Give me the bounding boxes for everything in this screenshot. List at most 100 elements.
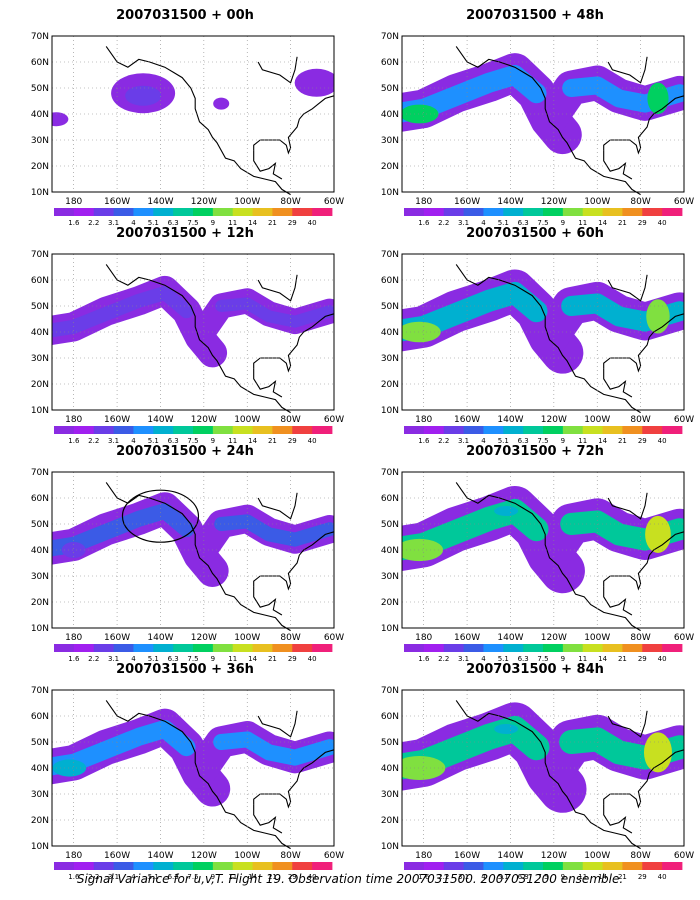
colorbar-label: 1.6 (68, 219, 80, 227)
lat-tick-label: 50N (381, 520, 399, 530)
colorbar-swatch (54, 862, 75, 870)
colorbar-swatch (404, 862, 425, 870)
colorbar-swatch (642, 426, 663, 434)
lat-tick-label: 30N (31, 572, 49, 582)
colorbar-label: 14 (248, 873, 257, 881)
lat-tick-label: 40N (381, 110, 399, 120)
lat-tick-label: 20N (31, 162, 49, 172)
variance-blob (402, 756, 446, 780)
lat-tick-label: 30N (31, 790, 49, 800)
lat-tick-label: 70N (31, 468, 49, 478)
coastline (105, 700, 291, 850)
lon-tick-label: 160W (104, 851, 130, 861)
lon-tick-label: 100W (584, 633, 610, 643)
colorbar-label: 21 (618, 655, 627, 663)
colorbar-swatch (252, 208, 273, 216)
colorbar-swatch (113, 862, 134, 870)
lon-tick-label: 180 (415, 415, 432, 425)
lon-tick-label: 100W (584, 197, 610, 207)
colorbar-swatch (463, 862, 484, 870)
colorbar-label: 29 (638, 219, 647, 227)
coastline (105, 46, 291, 196)
colorbar-swatch (212, 208, 234, 216)
colorbar-label: 11 (228, 437, 237, 445)
colorbar-label: 40 (308, 437, 317, 445)
lat-tick-label: 10N (31, 406, 49, 416)
lat-tick-label: 50N (31, 84, 49, 94)
colorbar-swatch (543, 644, 564, 652)
plot-frame (401, 689, 685, 847)
panel-title: 2007031500 + 48h (466, 8, 604, 23)
lon-tick-label: 140W (147, 851, 173, 861)
colorbar-label: 6.3 (518, 655, 529, 663)
colorbar-swatch (582, 208, 603, 216)
lat-tick-label: 10N (381, 842, 399, 852)
colorbar-label: 40 (308, 655, 317, 663)
variance-map: 70N 60N 50N 40N 30N 20N 10N 180 160W 140W 120W 100W… (381, 250, 694, 445)
colorbar-swatch (543, 862, 564, 870)
variance-blob (402, 104, 439, 124)
lon-tick-label: 80W (280, 415, 300, 425)
colorbar-swatch (93, 208, 114, 216)
lon-tick-label: 120W (541, 197, 567, 207)
coastline (455, 46, 641, 196)
colorbar-label: 4 (131, 437, 136, 445)
variance-blob (647, 82, 669, 115)
colorbar-swatch (463, 426, 484, 434)
lat-tick-label: 20N (31, 598, 49, 608)
variance-map: 70N 60N 50N 40N 30N 20N 10N 180 160W 140W 120W 100W… (31, 32, 344, 227)
coastline (257, 710, 298, 738)
colorbar-swatch (523, 644, 544, 652)
lat-tick-label: 70N (31, 32, 49, 42)
lat-tick-label: 60N (31, 712, 49, 722)
lon-tick-label: 120W (541, 633, 567, 643)
lon-tick-label: 60W (324, 633, 344, 643)
map-panel: 2007031500 + 48h 70N 60N 50N 40N 30N 20N 10N 180… (370, 8, 700, 227)
colorbar-label: 9 (211, 437, 215, 445)
colorbar-label: 4 (481, 655, 486, 663)
colorbar-swatch (252, 644, 273, 652)
colorbar-label: 7.5 (537, 873, 548, 881)
coastline (603, 368, 633, 398)
colorbar-swatch (232, 644, 253, 652)
colorbar-label: 1.6 (418, 873, 430, 881)
lon-tick-label: 100W (234, 633, 260, 643)
lon-tick-label: 160W (104, 415, 130, 425)
colorbar-label: 2.2 (438, 219, 449, 227)
colorbar-label: 9 (211, 219, 215, 227)
lon-tick-label: 120W (541, 851, 567, 861)
colorbar-label: 21 (618, 437, 627, 445)
colorbar-label: 40 (308, 219, 317, 227)
lon-tick-label: 140W (497, 197, 523, 207)
map-panel: 2007031500 + 36h 70N 60N 50N 40N 30N 20N 10N 180… (20, 662, 350, 881)
colorbar-label: 6.3 (518, 437, 529, 445)
colorbar-label: 9 (211, 655, 215, 663)
variance-map: 70N 60N 50N 40N 30N 20N 10N 180 160W 140W 120W 100W… (381, 32, 694, 227)
map-panel: 2007031500 + 60h 70N 60N 50N 40N 30N 20N 10N 180… (370, 226, 700, 445)
lon-tick-label: 100W (584, 415, 610, 425)
colorbar-swatch (272, 862, 293, 870)
colorbar-swatch (133, 426, 154, 434)
colorbar-label: 4 (131, 873, 136, 881)
lat-tick-label: 40N (381, 328, 399, 338)
colorbar-label: 11 (578, 655, 587, 663)
colorbar-swatch (252, 426, 273, 434)
colorbar-label: 2.2 (88, 873, 99, 881)
colorbar-swatch (662, 208, 683, 216)
lat-tick-label: 50N (31, 520, 49, 530)
variance-band (215, 297, 334, 328)
colorbar-label: 11 (228, 873, 237, 881)
map-panel: 2007031500 + 84h 70N 60N 50N 40N 30N 20N 10N 180… (370, 662, 700, 881)
colorbar-label: 40 (658, 655, 667, 663)
variance-blob (294, 68, 334, 97)
colorbar-label: 5.1 (148, 655, 159, 663)
colorbar-label: 29 (638, 437, 647, 445)
plot-frame (51, 35, 335, 193)
colorbar-swatch (562, 208, 584, 216)
colorbar-label: 21 (268, 437, 277, 445)
lon-tick-label: 120W (541, 415, 567, 425)
lat-tick-label: 10N (31, 842, 49, 852)
panel-title: 2007031500 + 72h (466, 444, 604, 459)
colorbar-swatch (443, 426, 464, 434)
lat-tick-label: 70N (31, 250, 49, 260)
